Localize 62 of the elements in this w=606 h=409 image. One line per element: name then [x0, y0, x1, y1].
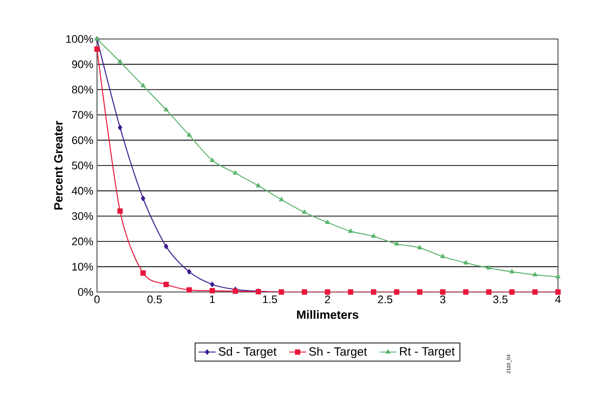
legend-label: Rt - Target: [400, 347, 455, 358]
point: [256, 183, 261, 188]
point: [371, 234, 376, 238]
point: [279, 196, 284, 202]
point: [164, 107, 169, 112]
legend-label: Sh - Target: [309, 346, 367, 358]
point: [210, 158, 215, 162]
point: [440, 254, 446, 258]
point: [486, 289, 492, 295]
point: [140, 270, 146, 276]
point: [210, 288, 215, 294]
y-tick-label: 70%: [72, 111, 94, 119]
point: [163, 282, 169, 288]
point: [186, 132, 192, 137]
point: [325, 220, 330, 224]
point: [463, 289, 468, 295]
point: [140, 83, 146, 88]
point: [94, 46, 100, 52]
x-tick-label: 0: [94, 296, 100, 304]
point: [348, 228, 353, 233]
point: [463, 260, 468, 264]
y-tick-label: 100%: [66, 35, 94, 43]
point: [164, 244, 168, 250]
point: [118, 124, 122, 130]
y-tick-label: 20%: [72, 238, 94, 246]
legend-label: Sd - Target: [218, 346, 277, 358]
x-tick-label: 1.5: [263, 296, 278, 304]
point: [394, 241, 400, 246]
point: [417, 289, 422, 295]
point: [118, 59, 122, 64]
point: [210, 282, 214, 288]
point: [510, 269, 514, 274]
point: [302, 210, 307, 214]
x-tick-label: 1: [210, 296, 215, 304]
x-tick-label: 0.5: [147, 296, 162, 304]
y-axis-title: Percent Greater: [54, 120, 63, 210]
y-tick-label: 60%: [72, 136, 94, 144]
point: [186, 287, 192, 293]
x-axis-title: Millimeters: [297, 310, 358, 319]
x-tick-label: 2: [325, 296, 330, 304]
point: [486, 265, 492, 270]
point: [509, 289, 515, 295]
y-tick-label: 50%: [72, 162, 94, 170]
point: [417, 245, 422, 250]
point: [440, 289, 446, 295]
x-tick-label: 2.5: [378, 296, 392, 304]
point: [394, 289, 400, 295]
point: [532, 272, 538, 276]
y-tick-label: 10%: [72, 262, 94, 271]
y-tick-label: 80%: [72, 86, 94, 94]
point: [370, 289, 376, 295]
point: [187, 269, 192, 274]
y-tick-label: 0%: [78, 288, 94, 296]
x-tick-label: 3: [440, 296, 446, 304]
x-tick-label: 4: [555, 296, 561, 304]
point: [232, 170, 238, 175]
x-tick-label: 3.5: [493, 296, 508, 304]
y-tick-label: 40%: [72, 186, 94, 195]
point: [556, 274, 560, 278]
y-tick-label: 90%: [72, 60, 94, 68]
point: [140, 196, 146, 202]
y-tick-label: 30%: [72, 212, 94, 220]
